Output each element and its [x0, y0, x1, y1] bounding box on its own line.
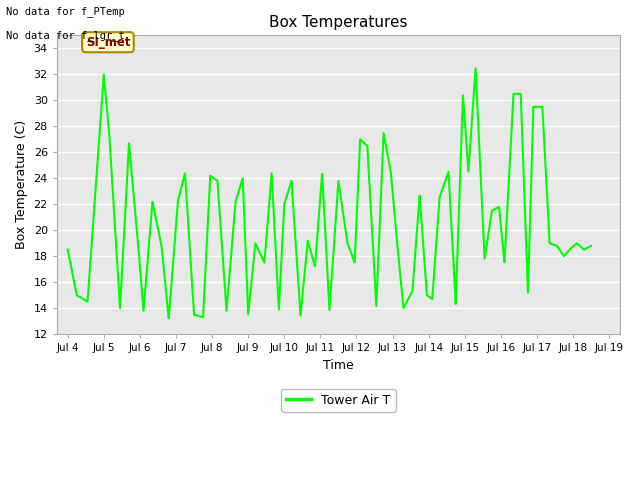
Text: SI_met: SI_met [86, 36, 130, 49]
Text: No data for f_PTemp: No data for f_PTemp [6, 6, 125, 17]
Text: No data for f_lgr_t: No data for f_lgr_t [6, 30, 125, 41]
Y-axis label: Box Temperature (C): Box Temperature (C) [15, 120, 28, 249]
X-axis label: Time: Time [323, 359, 354, 372]
Legend: Tower Air T: Tower Air T [281, 389, 396, 411]
Title: Box Temperatures: Box Temperatures [269, 15, 408, 30]
